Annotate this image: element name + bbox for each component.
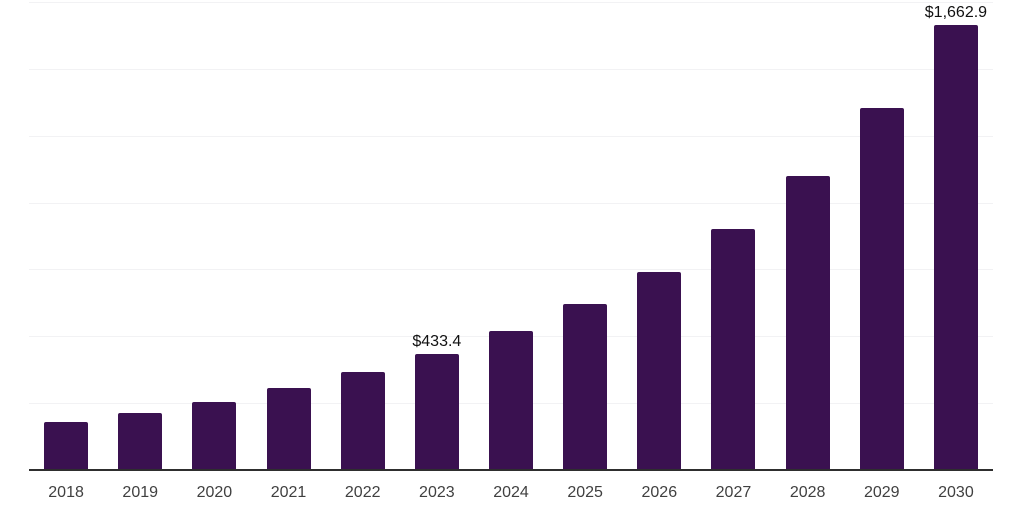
bar-2030 (933, 25, 978, 470)
x-axis-line (29, 469, 993, 471)
x-tick-label-2024: 2024 (493, 484, 529, 501)
x-tick-label-2021: 2021 (270, 484, 307, 501)
x-tick-label-2025: 2025 (567, 484, 603, 501)
bar-value-label-2030: $1,662.9 (924, 4, 988, 22)
x-tick-label-2027: 2027 (715, 484, 752, 501)
x-tick-label-2019: 2019 (122, 484, 159, 501)
bar-2020 (192, 401, 237, 470)
bar-2026 (637, 272, 682, 470)
x-tick-label-2030: 2030 (938, 484, 974, 501)
bar-2029 (859, 107, 904, 470)
bar-2023 (414, 354, 459, 470)
x-tick-label-2029: 2029 (863, 484, 900, 501)
bar-2028 (785, 175, 830, 470)
x-tick-label-2023: 2023 (419, 484, 455, 501)
x-tick-label-2028: 2028 (789, 484, 826, 501)
x-tick-label-2018: 2018 (48, 484, 84, 501)
bar-2018 (44, 421, 89, 470)
x-tick-label-2022: 2022 (344, 484, 381, 501)
bar-2027 (711, 229, 756, 470)
gridline (29, 135, 993, 137)
bar-2022 (340, 372, 385, 470)
gridline (29, 269, 993, 271)
bar-value-label-2023: $433.4 (412, 333, 462, 351)
gridline (29, 68, 993, 70)
bar-2021 (266, 387, 311, 470)
x-tick-label-2020: 2020 (196, 484, 233, 501)
bar-2024 (489, 331, 533, 470)
gridline (29, 2, 993, 3)
x-tick-label-2026: 2026 (641, 484, 678, 501)
bar-2025 (563, 303, 608, 470)
gridline (29, 202, 993, 204)
bar-2019 (118, 412, 163, 470)
